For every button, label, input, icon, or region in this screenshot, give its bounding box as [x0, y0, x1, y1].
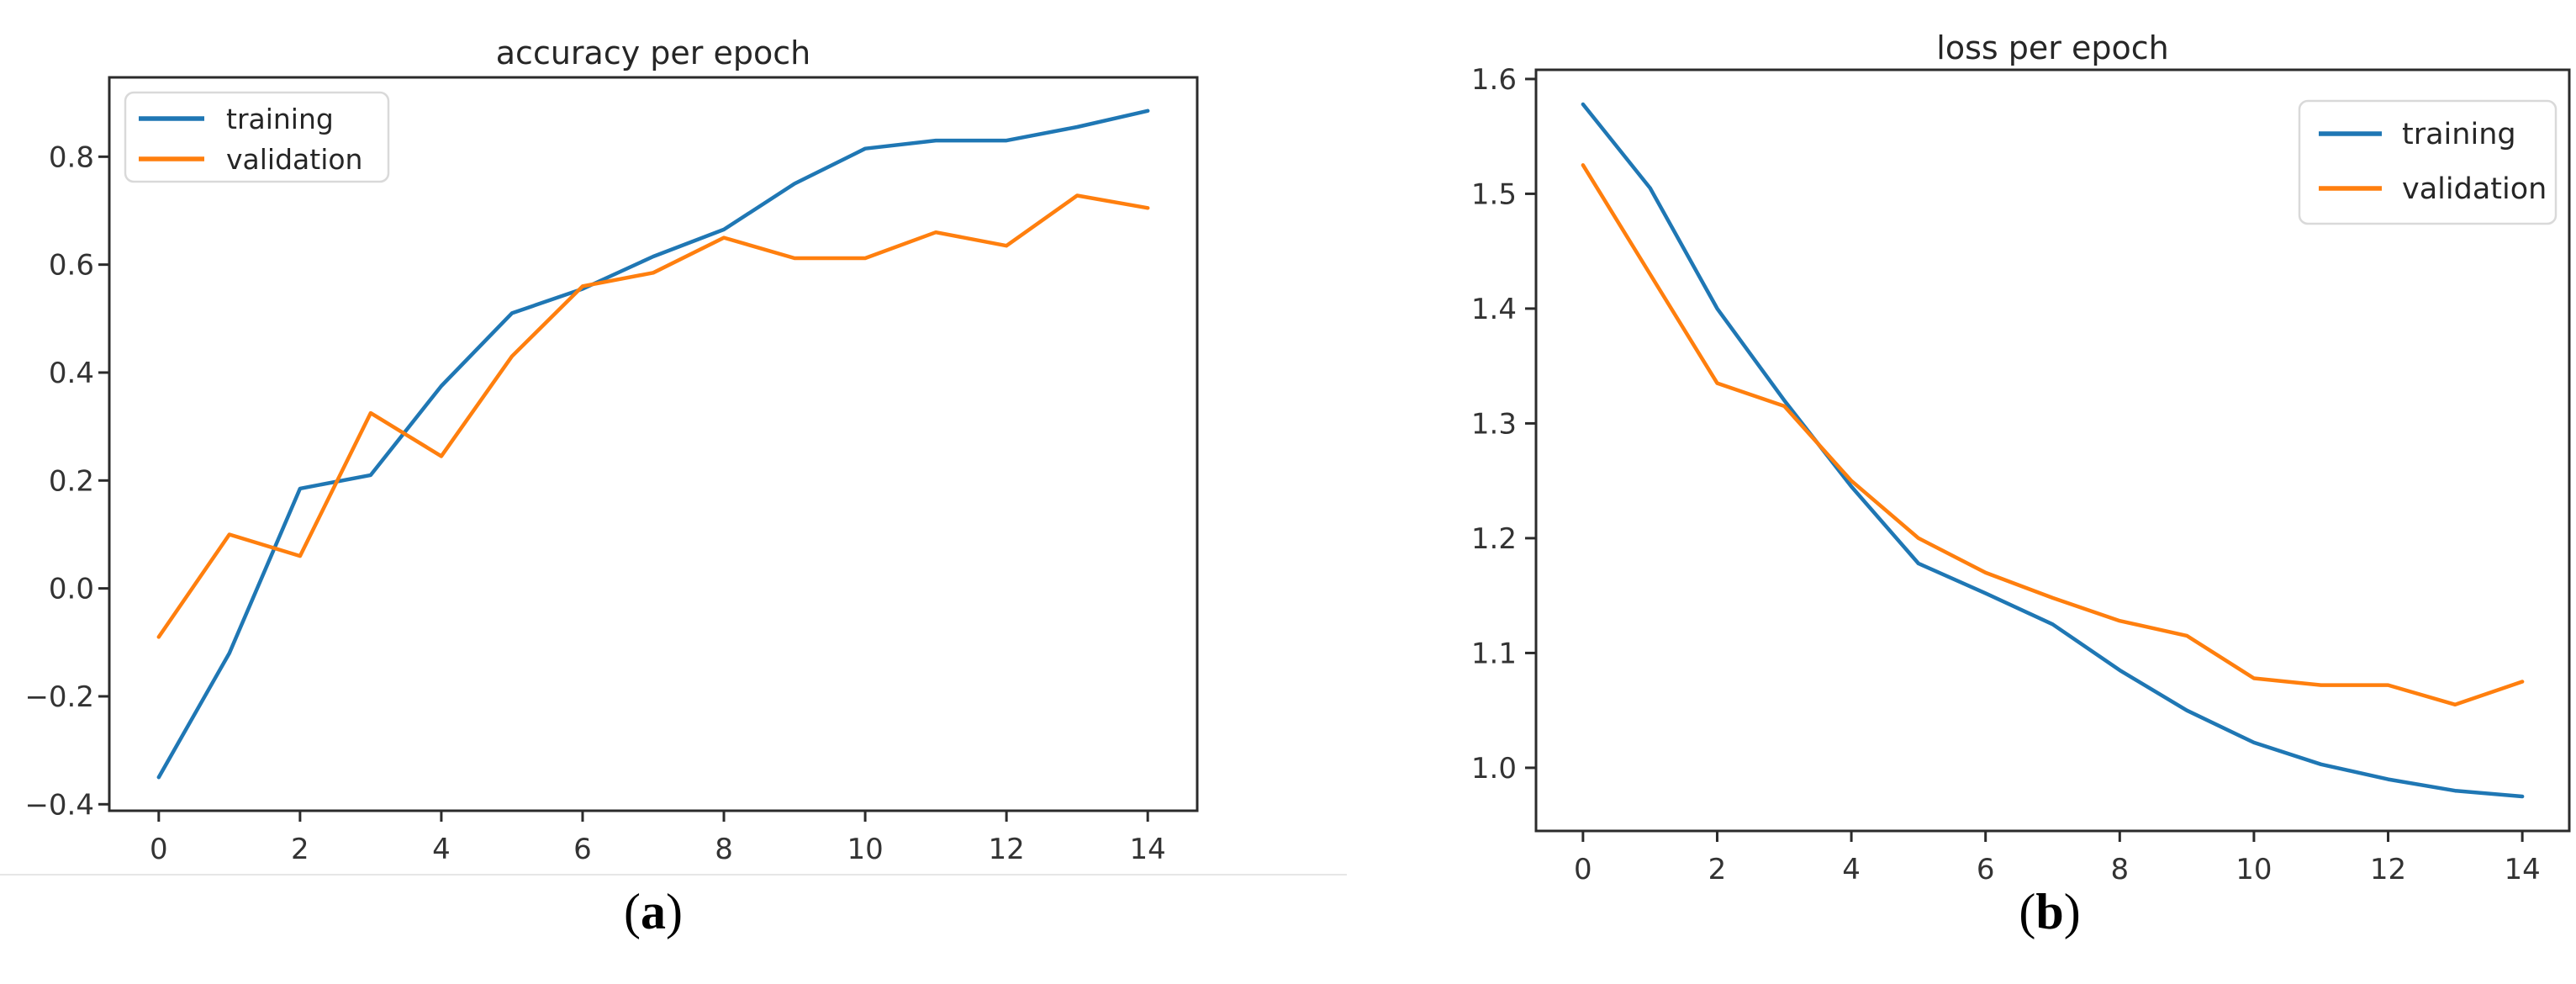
- loss-legend-label-validation: validation: [2402, 172, 2547, 206]
- loss-legend-label-training: training: [2402, 118, 2516, 151]
- loss-x-tick-label: 4: [1842, 853, 1861, 886]
- accuracy-legend-label-training: training: [226, 103, 334, 135]
- accuracy-x-tick-label: 12: [988, 833, 1024, 866]
- subfigure-a-caption: (a): [477, 883, 830, 941]
- accuracy-x-tick-label: 10: [847, 833, 883, 866]
- accuracy-y-tick-label: 0.0: [49, 573, 94, 606]
- loss-y-tick-label: 1.4: [1471, 293, 1517, 326]
- subfigure-b-caption: (b): [1873, 883, 2226, 941]
- loss-plot-frame: [1534, 68, 2571, 833]
- accuracy-y-tick-label: −0.4: [24, 788, 94, 822]
- accuracy-plot-frame: [108, 76, 1199, 812]
- loss-chart-title: loss per epoch: [1936, 29, 2168, 66]
- loss-y-tick-label: 1.2: [1471, 522, 1517, 556]
- accuracy-y-tick-label: 0.4: [49, 357, 94, 390]
- loss-x-tick-label: 14: [2505, 853, 2541, 886]
- accuracy-x-tick-label: 6: [573, 833, 592, 866]
- caption-b-close-paren: ): [2063, 884, 2081, 939]
- caption-a-open-paren: (: [624, 884, 641, 939]
- loss-y-tick-label: 1.1: [1471, 637, 1517, 670]
- accuracy-training-line: [156, 108, 1150, 780]
- accuracy-y-tick-label: −0.2: [24, 680, 94, 714]
- accuracy-x-tick-label: 14: [1130, 833, 1166, 866]
- accuracy-validation-line: [156, 193, 1150, 639]
- loss-y-tick-label: 1.6: [1471, 63, 1517, 97]
- loss-training-line: [1581, 102, 2525, 799]
- loss-x-tick-label: 2: [1708, 853, 1727, 886]
- loss-y-tick-label: 1.3: [1471, 407, 1517, 441]
- accuracy-chart-title: accuracy per epoch: [496, 34, 810, 71]
- loss-x-tick-label: 8: [2110, 853, 2129, 886]
- caption-a-letter: a: [641, 884, 666, 939]
- accuracy-y-tick-label: 0.2: [49, 464, 94, 498]
- loss-x-tick-label: 12: [2370, 853, 2406, 886]
- left-figure-bottom-border: [0, 874, 1347, 876]
- loss-x-tick-label: 6: [1977, 853, 1995, 886]
- caption-b-letter: b: [2035, 884, 2064, 939]
- loss-x-tick-label: 0: [1574, 853, 1592, 886]
- accuracy-y-tick-label: 0.6: [49, 249, 94, 283]
- accuracy-x-tick-label: 8: [715, 833, 733, 866]
- caption-b-open-paren: (: [2019, 884, 2036, 939]
- accuracy-legend-label-validation: validation: [226, 143, 362, 176]
- loss-y-tick-label: 1.5: [1471, 177, 1517, 211]
- loss-x-tick-label: 10: [2236, 853, 2272, 886]
- caption-a-close-paren: ): [666, 884, 683, 939]
- loss-y-tick-label: 1.0: [1471, 752, 1517, 786]
- accuracy-x-tick-label: 4: [432, 833, 451, 866]
- accuracy-y-tick-label: 0.8: [49, 140, 94, 174]
- accuracy-x-tick-label: 0: [150, 833, 168, 866]
- loss-validation-line: [1581, 163, 2525, 707]
- accuracy-x-tick-label: 2: [291, 833, 309, 866]
